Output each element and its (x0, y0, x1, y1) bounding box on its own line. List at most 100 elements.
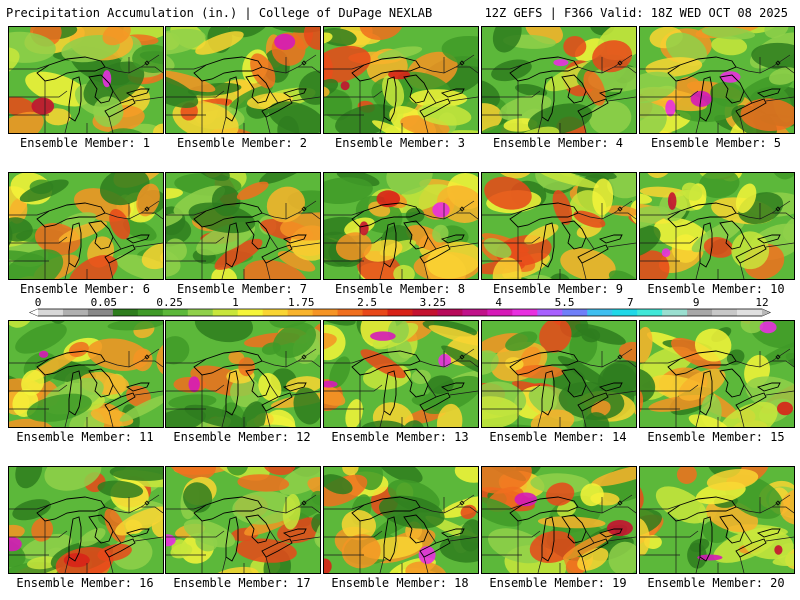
heavy-precip-core (63, 553, 90, 568)
member-label: Ensemble Member: 13 (331, 430, 469, 444)
great-lake-outline (36, 496, 106, 522)
precip-region (592, 178, 614, 216)
state-border (9, 530, 68, 538)
precip-region (90, 408, 134, 427)
precip-map (481, 172, 637, 280)
precip-region (537, 516, 606, 529)
station-marker (775, 206, 781, 212)
precip-region (282, 494, 301, 530)
precip-map (8, 26, 164, 134)
great-lake-outline (104, 244, 136, 264)
great-lake-outline (383, 516, 397, 562)
precip-map-graphic (640, 321, 794, 427)
colorbar-segment (562, 309, 588, 316)
great-lake-outline (699, 222, 713, 268)
precip-region (277, 251, 316, 272)
state-border (456, 212, 478, 220)
state-border (166, 530, 225, 538)
precip-region (190, 173, 230, 181)
station-marker (459, 354, 465, 360)
precip-region (482, 396, 520, 427)
great-lake-outline (351, 350, 421, 376)
precip-region (484, 176, 532, 210)
great-lake-outline (419, 392, 451, 412)
great-lake-outline (383, 370, 397, 416)
colorbar-tick-label: 0.05 (90, 296, 118, 309)
great-lake-outline (36, 56, 106, 82)
precip-map (639, 172, 795, 280)
colorbar-segment (212, 309, 239, 316)
precip-map (8, 172, 164, 280)
precip-region (640, 193, 653, 204)
precip-region (214, 238, 263, 270)
state-border (379, 410, 385, 427)
precip-region (44, 467, 102, 491)
precip-region (539, 173, 599, 189)
precip-region (109, 208, 131, 240)
state-border (482, 236, 541, 244)
state-border (739, 262, 745, 279)
state-border (134, 242, 163, 248)
great-lake-outline (36, 202, 106, 228)
colorbar-tick-label: 7 (627, 296, 634, 309)
state-border (269, 530, 279, 544)
state-border (9, 90, 68, 98)
state-border (482, 210, 523, 216)
great-lake-outline (403, 368, 429, 398)
state-border (423, 410, 429, 427)
state-border (265, 262, 271, 279)
precip-colorbar: 0 0.05 0.25 1 1.75 2.5 3.25 4 5.5 7 9 12 (0, 296, 800, 318)
precip-region (19, 179, 69, 203)
state-border (537, 556, 543, 573)
state-border (482, 358, 523, 364)
precip-region (298, 70, 320, 105)
state-border (423, 556, 429, 573)
precip-map (481, 320, 637, 428)
great-lake-outline (88, 220, 114, 250)
heavy-precip-core (720, 71, 741, 83)
precip-region (153, 123, 163, 133)
state-border (614, 66, 636, 74)
precip-map-graphic (166, 467, 320, 573)
state-border (743, 236, 753, 250)
state-border (607, 242, 636, 248)
precip-map-graphic (166, 27, 320, 133)
precip-region (329, 356, 351, 388)
great-lake-outline (598, 528, 623, 538)
state-border (607, 96, 636, 102)
great-lake-outline (193, 56, 263, 82)
great-lake-outline (419, 538, 451, 558)
state-border (585, 530, 595, 544)
state-border (324, 358, 365, 364)
precip-region (740, 321, 764, 334)
state-border (166, 384, 225, 392)
precip-map-graphic (324, 467, 478, 573)
colorbar-segment (137, 309, 164, 316)
station-marker (775, 500, 781, 506)
member-label: Ensemble Member: 14 (489, 430, 627, 444)
member-label: Ensemble Member: 8 (334, 282, 466, 296)
great-lake-outline (383, 76, 397, 122)
state-border (134, 390, 163, 396)
state-border (298, 360, 320, 368)
precip-region (530, 409, 575, 427)
state-border (166, 90, 225, 98)
state-border (765, 390, 794, 396)
precip-region (168, 394, 217, 409)
great-lake-outline (225, 222, 239, 268)
precip-map (165, 320, 321, 428)
great-lake-outline (756, 528, 781, 538)
precip-map-graphic (9, 321, 163, 427)
precip-region (9, 111, 44, 133)
precip-region (12, 499, 51, 521)
state-border (324, 236, 383, 244)
state-border (739, 410, 745, 427)
precip-region (311, 513, 320, 534)
station-marker (775, 60, 781, 66)
precip-region (717, 401, 778, 427)
state-border (581, 410, 587, 427)
precip-map (8, 320, 164, 428)
state-border (9, 210, 50, 216)
heavy-precip-core (324, 380, 338, 388)
colorbar-low-arrow (30, 309, 38, 316)
